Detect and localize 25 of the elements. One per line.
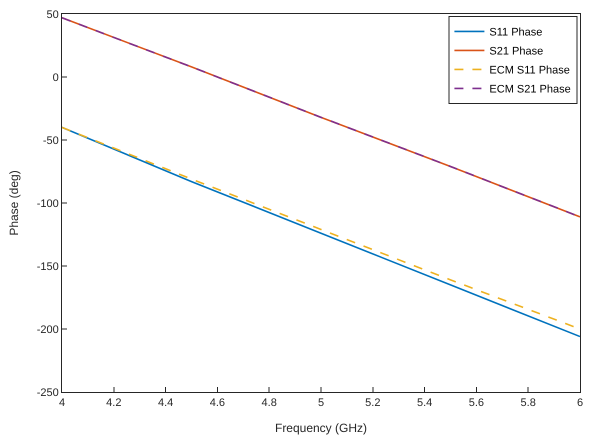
x-tick-label: 4.2 bbox=[106, 397, 122, 410]
x-tick-label: 4.4 bbox=[158, 397, 174, 410]
legend-label: S11 Phase bbox=[489, 26, 542, 39]
legend-label: ECM S11 Phase bbox=[489, 64, 570, 77]
y-tick-label: -100 bbox=[36, 198, 59, 210]
y-tick-label: 0 bbox=[52, 72, 59, 84]
x-tick-label: 5.6 bbox=[468, 397, 484, 410]
x-tick-label: 4 bbox=[58, 397, 66, 410]
y-tick-label: -200 bbox=[36, 324, 59, 336]
y-tick-label: -250 bbox=[36, 386, 59, 399]
line-series bbox=[62, 16, 580, 218]
x-axis-title: Frequency (GHz) bbox=[274, 421, 368, 436]
legend-label: S21 Phase bbox=[489, 46, 544, 58]
y-axis-title: Phase (deg) bbox=[7, 170, 22, 236]
x-tick-label: 5.2 bbox=[365, 397, 380, 410]
x-tick-label: 4.6 bbox=[210, 397, 226, 410]
x-tick-label: 5.4 bbox=[416, 397, 432, 410]
x-tick-label: 5 bbox=[318, 397, 324, 410]
y-tick-label: 50 bbox=[46, 8, 59, 21]
y-tick-label: -50 bbox=[42, 134, 59, 147]
y-tick-label: -150 bbox=[36, 260, 59, 273]
x-tick-label: 6 bbox=[576, 397, 584, 410]
legend-label: ECM S21 Phase bbox=[489, 84, 571, 96]
x-tick-label: 5.8 bbox=[520, 397, 536, 410]
x-tick-label: 4.8 bbox=[262, 397, 277, 410]
